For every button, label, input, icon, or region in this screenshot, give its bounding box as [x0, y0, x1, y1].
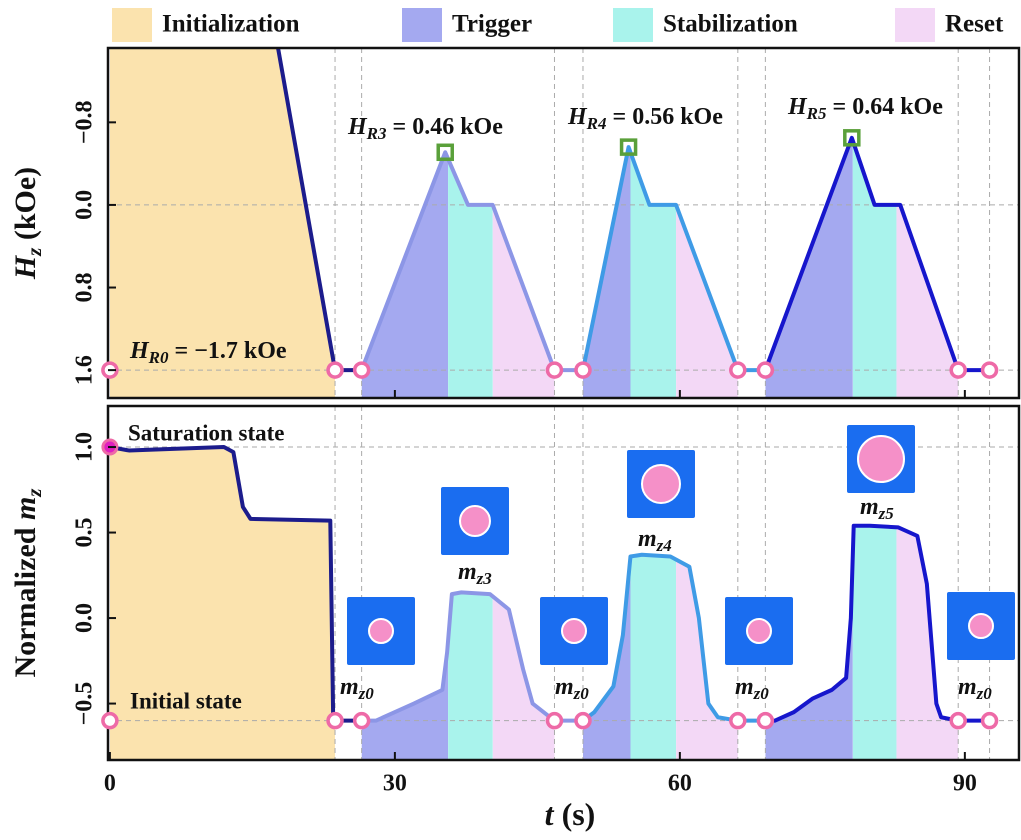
legend-label: Stabilization: [663, 11, 798, 38]
annotation-text: = −1.7 kOe: [169, 338, 287, 364]
point-marker: [731, 714, 745, 728]
subscript: R0: [148, 348, 169, 367]
symbol: m: [958, 674, 977, 700]
state-label: Initial state: [130, 688, 242, 713]
annotation-text: = 0.64 kOe: [827, 94, 944, 120]
symbol: m: [638, 526, 657, 552]
point-marker: [576, 363, 590, 377]
subscript: z: [22, 488, 46, 498]
annotation: HR4 = 0.56 kOe: [567, 104, 723, 133]
annotation: HR3 = 0.46 kOe: [347, 114, 503, 143]
y-tick-label: 0.0: [72, 190, 98, 220]
point-marker: [328, 714, 342, 728]
y-axis-label: Normalized mz: [9, 488, 46, 678]
point-marker: [355, 363, 369, 377]
x-tick-label: 30: [383, 771, 407, 797]
annotation-text: = 0.56 kOe: [607, 104, 724, 130]
point-marker: [547, 714, 561, 728]
subscript: z3: [476, 569, 493, 588]
annotation: mz4: [638, 526, 672, 555]
annotation-text: = 0.46 kOe: [387, 114, 504, 140]
symbol: H: [787, 94, 808, 120]
legend-label: Trigger: [452, 11, 532, 38]
point-marker: [758, 363, 772, 377]
subscript: z0: [573, 684, 590, 703]
annotation: mz0: [555, 674, 589, 703]
state-label: Saturation state: [128, 420, 285, 445]
legend-swatch: [112, 8, 152, 42]
y-tick-label: 0.5: [72, 518, 98, 548]
x-axis-label: t (s): [545, 796, 596, 832]
symbol: m: [735, 674, 754, 700]
point-marker: [983, 714, 997, 728]
x-tick-label: 60: [668, 771, 692, 797]
legend-swatch: [402, 8, 442, 42]
point-marker: [951, 363, 965, 377]
y-axis-label: Hz (kOe): [9, 167, 46, 280]
point-marker: [983, 363, 997, 377]
legend-label: Reset: [945, 11, 1004, 38]
point-marker: [547, 363, 561, 377]
symbol: m: [9, 497, 42, 520]
point-marker: [103, 714, 117, 728]
point-marker: [951, 714, 965, 728]
domain: [642, 465, 680, 503]
annotation: mz5: [860, 494, 894, 523]
symbol: H: [567, 104, 588, 130]
label-text: Normalized: [9, 527, 42, 677]
symbol: m: [340, 674, 359, 700]
point-marker: [355, 714, 369, 728]
point-marker: [576, 714, 590, 728]
point-marker: [731, 363, 745, 377]
domain: [858, 436, 904, 482]
annotation: mz3: [458, 559, 492, 588]
domain: [562, 619, 586, 643]
y-tick-label: 1.0: [72, 432, 98, 462]
symbol: H: [9, 254, 42, 280]
domain: [460, 506, 490, 536]
subscript: z4: [656, 536, 672, 555]
point-marker: [328, 363, 342, 377]
annotation: mz0: [340, 674, 374, 703]
subscript: z0: [358, 684, 375, 703]
unit: (s): [554, 796, 596, 832]
x-tick-label: 0: [104, 771, 116, 797]
symbol: m: [555, 674, 574, 700]
subscript: R4: [586, 114, 607, 133]
y-tick-label: −0.8: [72, 100, 98, 144]
annotation: mz0: [958, 674, 992, 703]
annotation: mz0: [735, 674, 769, 703]
point-marker: [758, 714, 772, 728]
legend-swatch: [613, 8, 653, 42]
y-tick-label: −0.5: [72, 682, 98, 726]
y-tick-label: 0.8: [72, 273, 98, 303]
figure: Initialization Trigger Stabilization Reset −…: [0, 0, 1021, 835]
symbol: m: [860, 494, 879, 520]
domain: [969, 614, 993, 638]
annotation: HR5 = 0.64 kOe: [787, 94, 943, 123]
subscript: z0: [976, 684, 993, 703]
domain: [747, 619, 771, 643]
unit: (kOe): [9, 167, 42, 248]
symbol: H: [347, 114, 368, 140]
subscript: R3: [366, 124, 387, 143]
symbol: m: [458, 559, 477, 585]
legend-swatch: [895, 8, 935, 42]
legend-label: Initialization: [162, 11, 300, 38]
x-tick-label: 90: [953, 771, 977, 797]
subscript: z0: [753, 684, 770, 703]
domain: [369, 619, 393, 643]
symbol: H: [129, 338, 150, 364]
y-tick-label: 0.0: [72, 603, 98, 633]
y-tick-label: 1.6: [72, 355, 98, 385]
subscript: R5: [806, 104, 827, 123]
subscript: z5: [878, 504, 895, 523]
